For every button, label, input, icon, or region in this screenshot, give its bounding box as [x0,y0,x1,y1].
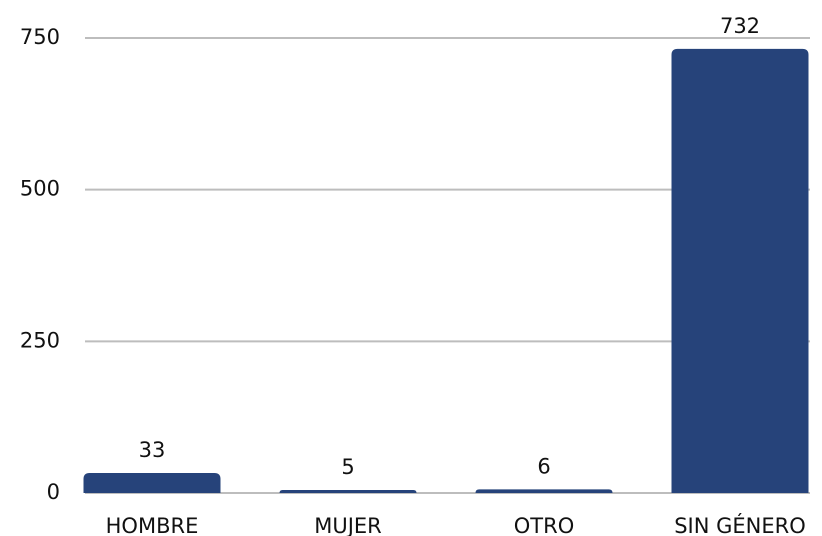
data-label: 6 [537,454,550,478]
data-label: 5 [341,455,354,479]
y-tick-label: 750 [20,25,60,49]
bar [279,489,417,493]
y-tick-label: 500 [20,177,60,201]
x-tick-label: MUJER [314,514,382,536]
x-tick-label: SIN GÉNERO [674,513,806,536]
bar [475,489,613,493]
y-tick-label: 250 [20,328,60,352]
bar [83,472,221,493]
x-tick-label: OTRO [514,514,574,536]
bar [671,48,809,494]
x-tick-label: HOMBRE [106,514,199,536]
data-label: 33 [139,438,166,462]
data-label: 732 [720,14,760,38]
y-tick-label: 0 [47,480,60,504]
